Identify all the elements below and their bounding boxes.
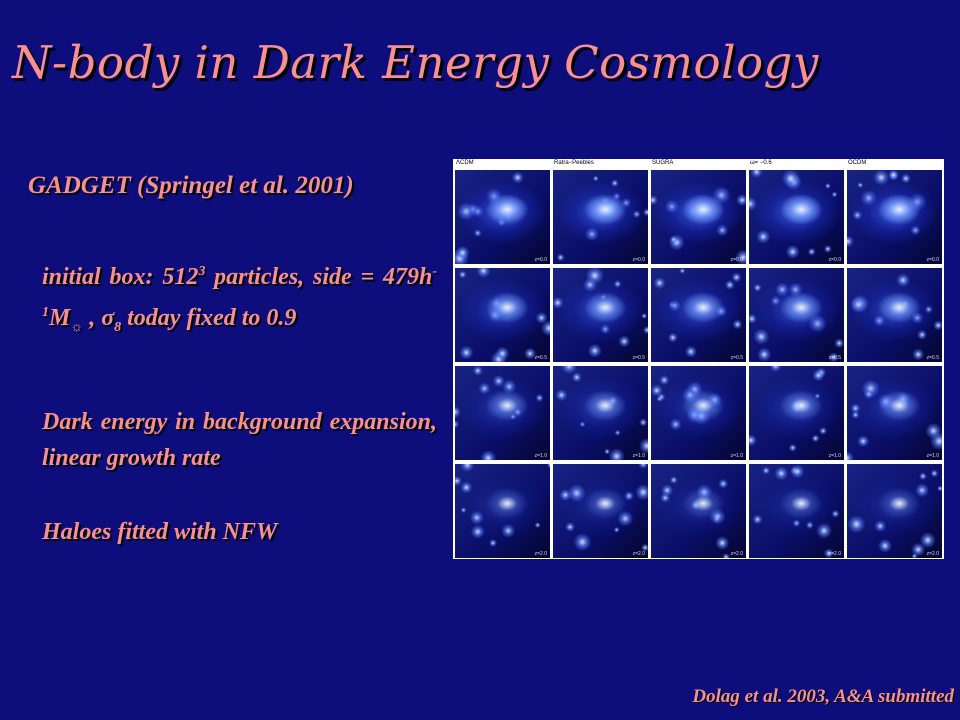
density-field-image [553,268,648,362]
simulation-panel-grid-figure: ΛCDM Ratra−Peebles SUGRA ω= −0.6 OCDM z=… [453,159,944,559]
density-field-image [749,170,844,264]
bullet-dark-energy: Dark energy in background expansion, lin… [42,409,437,471]
figure-column-labels: ΛCDM Ratra−Peebles SUGRA ω= −0.6 OCDM [453,159,944,168]
simulation-panel: z=0.0 [847,170,942,264]
density-field-image [651,268,746,362]
para1-sup-a: 3 [198,264,206,279]
density-field-image [553,366,648,460]
panel-redshift-label: z=2.0 [632,551,645,557]
column-label-sugra: SUGRA [652,160,674,166]
column-label-ocdm: OCDM [848,160,867,166]
density-field-image [749,366,844,460]
citation: Dolag et al. 2003, A&A submitted [692,686,954,707]
panel-redshift-label: z=0.0 [534,257,547,263]
column-label-lcdm: ΛCDM [456,160,474,166]
density-field-image [553,464,648,558]
panel-redshift-label: z=0.5 [926,355,939,361]
panel-redshift-label: z=0.5 [534,355,547,361]
slide-title: N-body in Dark Energy Cosmology [12,36,819,89]
panel-redshift-label: z=0.0 [828,257,841,263]
sigma-symbol: σ [101,305,115,331]
simulation-panel: z=0.0 [651,170,746,264]
density-field-image [847,170,942,264]
simulation-panel: z=0.0 [553,170,648,264]
panel-redshift-label: z=1.0 [632,453,645,459]
panel-redshift-label: z=0.5 [632,355,645,361]
column-label-w06: ω= −0.6 [750,160,772,166]
panel-redshift-label: z=2.0 [730,551,743,557]
density-field-image [651,170,746,264]
panel-redshift-label: z=2.0 [828,551,841,557]
density-field-image [455,464,550,558]
panel-redshift-label: z=1.0 [730,453,743,459]
panel-redshift-label: z=0.0 [926,257,939,263]
para1-text-a: initial box: 512 [42,264,199,290]
panel-redshift-label: z=2.0 [926,551,939,557]
simulation-panel: z=0.5 [847,268,942,362]
solar-symbol: ☼ [70,319,84,335]
density-field-image [651,366,746,460]
para1-text-e: today fixed to 0.9 [121,305,297,331]
panel-redshift-label: z=0.5 [828,355,841,361]
simulation-panel: z=2.0 [749,464,844,558]
simulation-panel: z=1.0 [847,366,942,460]
density-field-image [455,366,550,460]
panel-redshift-label: z=0.0 [730,257,743,263]
panel-redshift-label: z=1.0 [534,453,547,459]
panel-redshift-label: z=0.0 [632,257,645,263]
simulation-panel: z=1.0 [455,366,550,460]
simulation-panel: z=1.0 [749,366,844,460]
simulation-panel: z=0.5 [749,268,844,362]
simulation-panel: z=1.0 [553,366,648,460]
para1-text-d: , [83,305,102,331]
density-field-image [847,366,942,460]
density-field-image [749,268,844,362]
panel-redshift-label: z=2.0 [534,551,547,557]
density-field-image [749,464,844,558]
bullet-initial-box: initial box: 5123 particles, side = 479h… [42,254,437,346]
panel-grid: z=0.0 z=0.0 z=0.0 z=0.0 z=0.0 z=0.5 z=0.5 z=0.5… [453,168,944,559]
para1-sup-b: -1 [42,264,437,320]
density-field-image [553,170,648,264]
density-field-image [847,268,942,362]
density-field-image [455,268,550,362]
simulation-panel: z=0.5 [455,268,550,362]
sigma-subscript: 8 [114,319,122,335]
para1-text-b: particles, side = 479h [205,264,433,290]
simulation-panel: z=0.5 [651,268,746,362]
panel-redshift-label: z=1.0 [828,453,841,459]
panel-redshift-label: z=1.0 [926,453,939,459]
simulation-panel: z=2.0 [847,464,942,558]
simulation-panel: z=0.0 [749,170,844,264]
panel-redshift-label: z=0.5 [730,355,743,361]
simulation-panel: z=2.0 [455,464,550,558]
column-label-ratra-peebles: Ratra−Peebles [554,160,594,166]
para1-text-c: M [49,305,71,331]
slide-subtitle: GADGET (Springel et al. 2001) [28,172,354,199]
simulation-panel: z=2.0 [651,464,746,558]
simulation-panel: z=0.5 [553,268,648,362]
simulation-panel: z=1.0 [651,366,746,460]
density-field-image [651,464,746,558]
density-field-image [455,170,550,264]
simulation-panel: z=2.0 [553,464,648,558]
simulation-panel: z=0.0 [455,170,550,264]
density-field-image [847,464,942,558]
bullet-haloes: Haloes fitted with NFW [42,519,278,545]
